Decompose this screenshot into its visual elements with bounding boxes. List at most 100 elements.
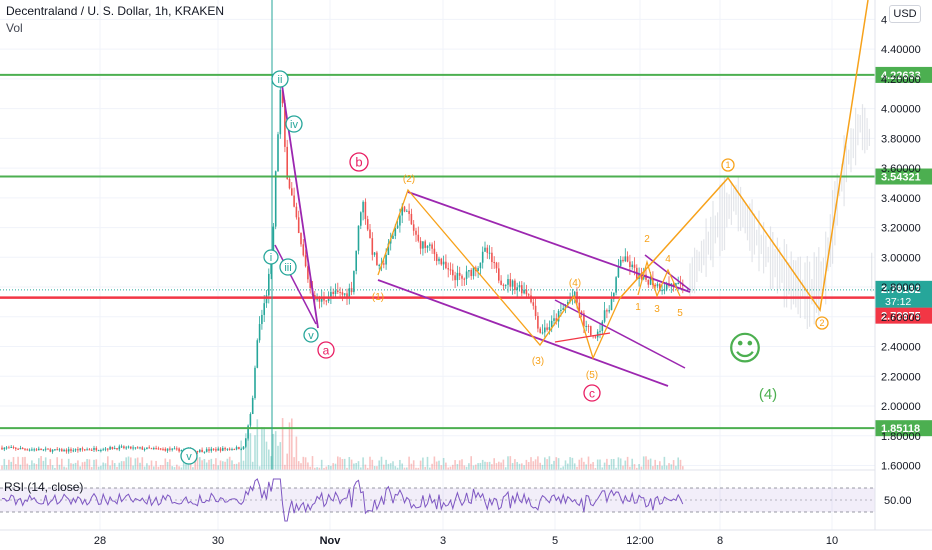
- candle-body: [249, 414, 252, 426]
- volume-bar: [325, 466, 328, 470]
- volume-bar: [555, 457, 558, 470]
- volume-bar: [247, 426, 249, 470]
- candle-body: [90, 449, 93, 451]
- volume-bar: [123, 461, 125, 470]
- candle-body: [54, 449, 56, 451]
- volume-bar: [199, 457, 201, 470]
- volume-bar: [212, 464, 215, 470]
- volume-bar: [272, 433, 275, 470]
- volume-bar: [622, 465, 624, 470]
- candle-body: [123, 446, 125, 449]
- candle-body: [580, 311, 583, 314]
- volume-bar: [504, 467, 507, 470]
- candle-body: [210, 448, 213, 451]
- candle-body: [461, 275, 463, 279]
- candle-body: [465, 271, 468, 279]
- volume-bar: [447, 467, 449, 470]
- candle-body: [449, 269, 452, 271]
- volume-bar: [470, 456, 472, 470]
- candle-body: [226, 448, 229, 450]
- volume-bar: [17, 456, 19, 470]
- volume-bar: [608, 464, 610, 470]
- volume-bar: [54, 467, 56, 470]
- volume-bar: [491, 464, 493, 470]
- candle-body: [617, 265, 620, 278]
- candle-body: [15, 447, 17, 449]
- volume-bar: [435, 461, 438, 470]
- volume-bar: [288, 422, 291, 470]
- volume-bar: [507, 456, 509, 470]
- candle-body: [410, 213, 413, 225]
- candle-body: [304, 255, 307, 267]
- volume-bar: [132, 465, 134, 470]
- candle-body: [222, 448, 224, 451]
- volume-bar: [518, 463, 521, 470]
- candle-body: [231, 449, 233, 451]
- volume-bar: [433, 456, 436, 470]
- volume-bar: [601, 467, 604, 470]
- candle-body: [491, 252, 493, 263]
- candle-body: [67, 449, 70, 452]
- candle-body: [550, 320, 553, 328]
- volume-bar: [642, 456, 645, 470]
- volume-bar: [610, 459, 613, 470]
- volume-bar: [348, 457, 351, 470]
- volume-bar: [546, 459, 548, 470]
- volume-bar: [341, 459, 344, 470]
- volume-bar: [636, 467, 638, 470]
- candle-body: [84, 449, 86, 451]
- candle-body: [516, 287, 518, 290]
- volume-bar: [670, 464, 673, 470]
- volume-bar: [228, 456, 231, 470]
- candle-body: [555, 318, 558, 322]
- candle-body: [539, 328, 541, 333]
- volume-bar: [594, 467, 597, 470]
- candle-body: [527, 294, 530, 296]
- volume-bar: [557, 458, 560, 470]
- volume-bar: [564, 460, 567, 470]
- candle-body: [323, 297, 325, 301]
- candle-body: [509, 279, 512, 287]
- candle-body: [672, 283, 675, 287]
- candle-body: [629, 261, 631, 267]
- candle-body: [419, 240, 422, 249]
- y-tick-label: 2.20000: [881, 371, 921, 383]
- volume-bar: [458, 460, 461, 470]
- candle-body: [104, 448, 107, 450]
- volume-bar: [224, 461, 226, 470]
- candle-body: [396, 225, 399, 229]
- volume-bar: [84, 461, 86, 470]
- candle-body: [77, 449, 79, 451]
- volume-bars: [1, 418, 684, 470]
- volume-bar: [33, 463, 35, 470]
- countdown-label: 37:12: [885, 296, 911, 308]
- volume-bar: [573, 463, 576, 470]
- volume-bar: [479, 462, 482, 470]
- candle-body: [560, 309, 562, 312]
- candle-body: [330, 291, 332, 297]
- currency-button[interactable]: USD: [889, 5, 921, 23]
- volume-bar: [541, 464, 544, 470]
- candle-body: [369, 229, 371, 239]
- wave-label-red: b: [355, 155, 362, 170]
- x-tick-label: 10: [826, 535, 838, 547]
- x-tick-label: Nov: [320, 535, 342, 547]
- candle-body: [429, 244, 431, 246]
- volume-bar: [90, 467, 93, 470]
- candle-body: [130, 446, 132, 449]
- y-tick-label: 3.60000: [881, 163, 921, 175]
- volume-bar: [263, 427, 265, 470]
- volume-bar: [527, 462, 530, 470]
- candle-body: [21, 448, 24, 450]
- volume-bar: [576, 466, 578, 470]
- candle-body: [199, 449, 201, 452]
- volume-bar: [254, 435, 256, 470]
- candle-body: [245, 438, 247, 447]
- candle-body: [337, 290, 339, 293]
- volume-bar: [159, 464, 162, 470]
- volume-bar: [208, 459, 210, 470]
- volume-bar: [256, 419, 259, 470]
- candle-body: [93, 448, 95, 450]
- volume-bar: [392, 461, 394, 470]
